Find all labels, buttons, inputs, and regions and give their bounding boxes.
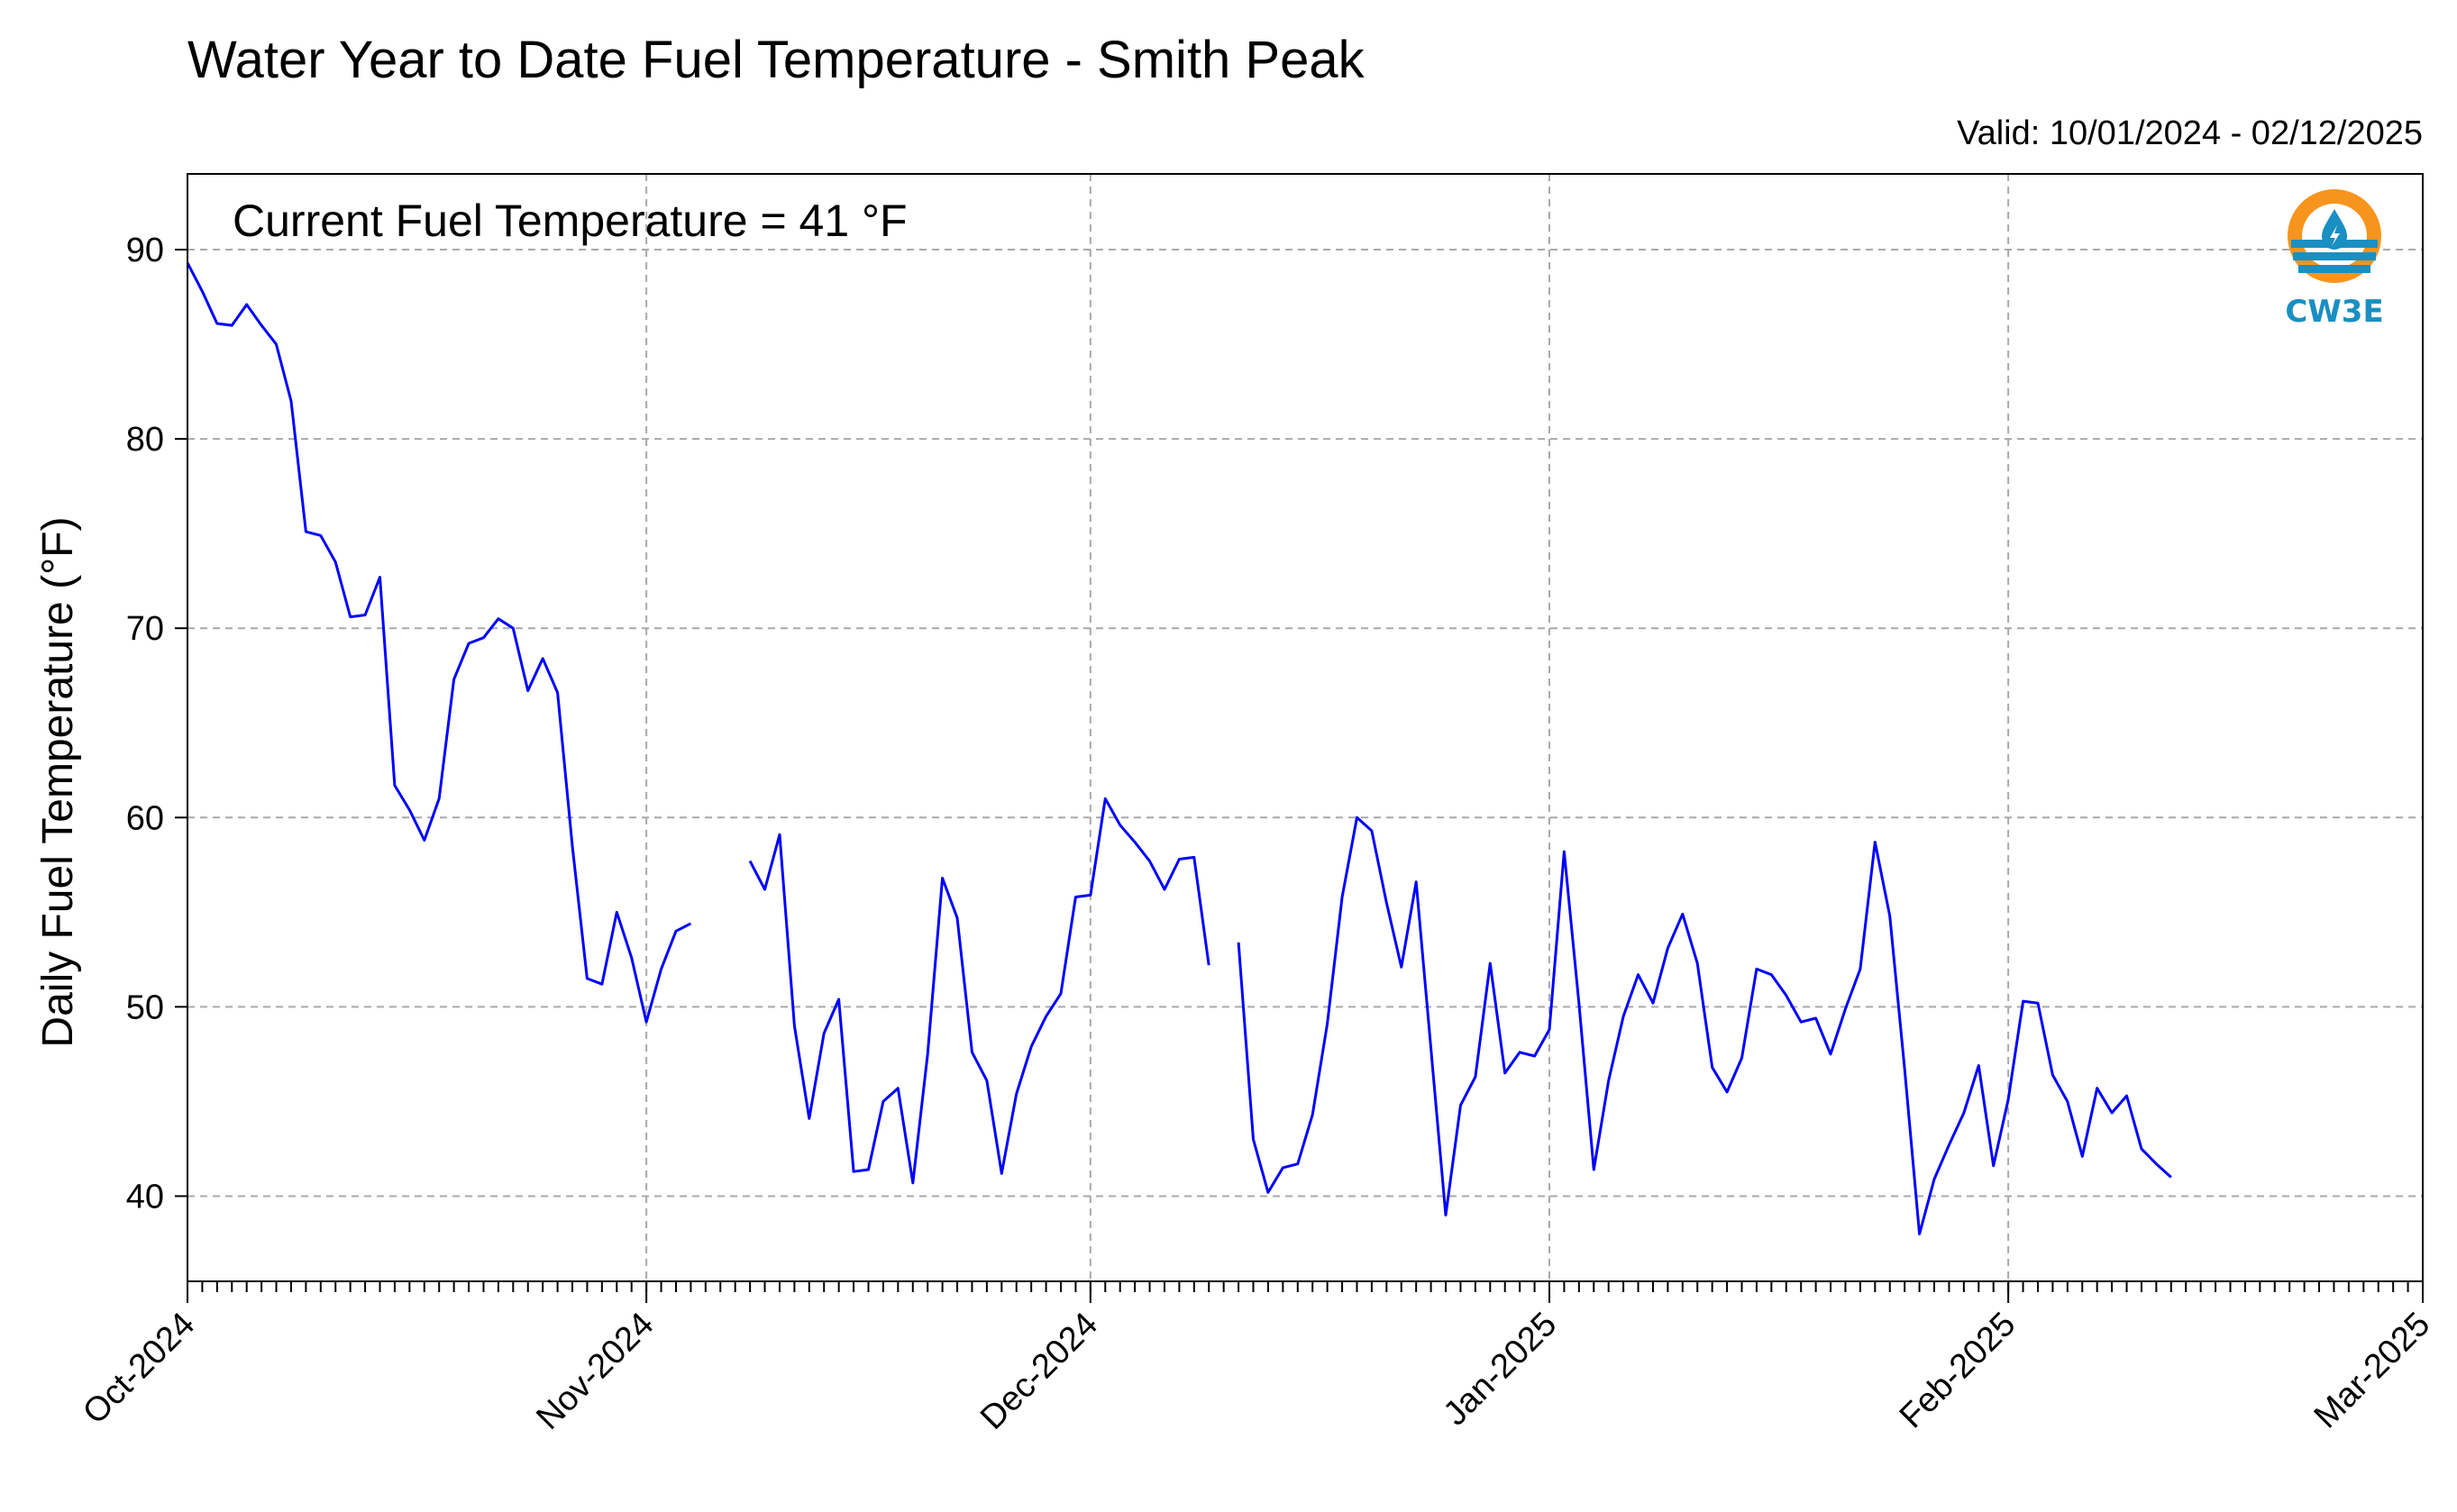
y-tick-label: 70 <box>126 610 164 648</box>
y-tick-label: 60 <box>126 799 164 837</box>
logo-wave-2 <box>2293 252 2376 260</box>
y-tick-label: 50 <box>126 988 164 1026</box>
series-lines <box>186 262 2172 1235</box>
chart-title: Water Year to Date Fuel Temperature - Sm… <box>187 31 1366 89</box>
fuel-temperature-line <box>186 262 692 1024</box>
current-temperature-annotation: Current Fuel Temperature = 41 °F <box>233 196 908 246</box>
fire-bolt-icon <box>2330 225 2340 246</box>
y-tick-label: 80 <box>126 421 164 459</box>
water-drop-icon <box>2322 209 2347 250</box>
valid-date-range: Valid: 10/01/2024 - 02/12/2025 <box>1957 114 2423 152</box>
fuel-temperature-line <box>748 797 1210 1185</box>
plot-frame <box>187 173 2424 1282</box>
fuel-temperature-line <box>1237 815 2172 1235</box>
logo-text: CW3E <box>2285 294 2383 330</box>
cw3e-logo: CW3E <box>2285 189 2384 330</box>
y-tick-label: 90 <box>126 232 164 269</box>
y-tick-label: 40 <box>126 1178 164 1216</box>
y-axis-label: Daily Fuel Temperature (°F) <box>34 516 82 1047</box>
logo-wave-3 <box>2298 265 2370 273</box>
